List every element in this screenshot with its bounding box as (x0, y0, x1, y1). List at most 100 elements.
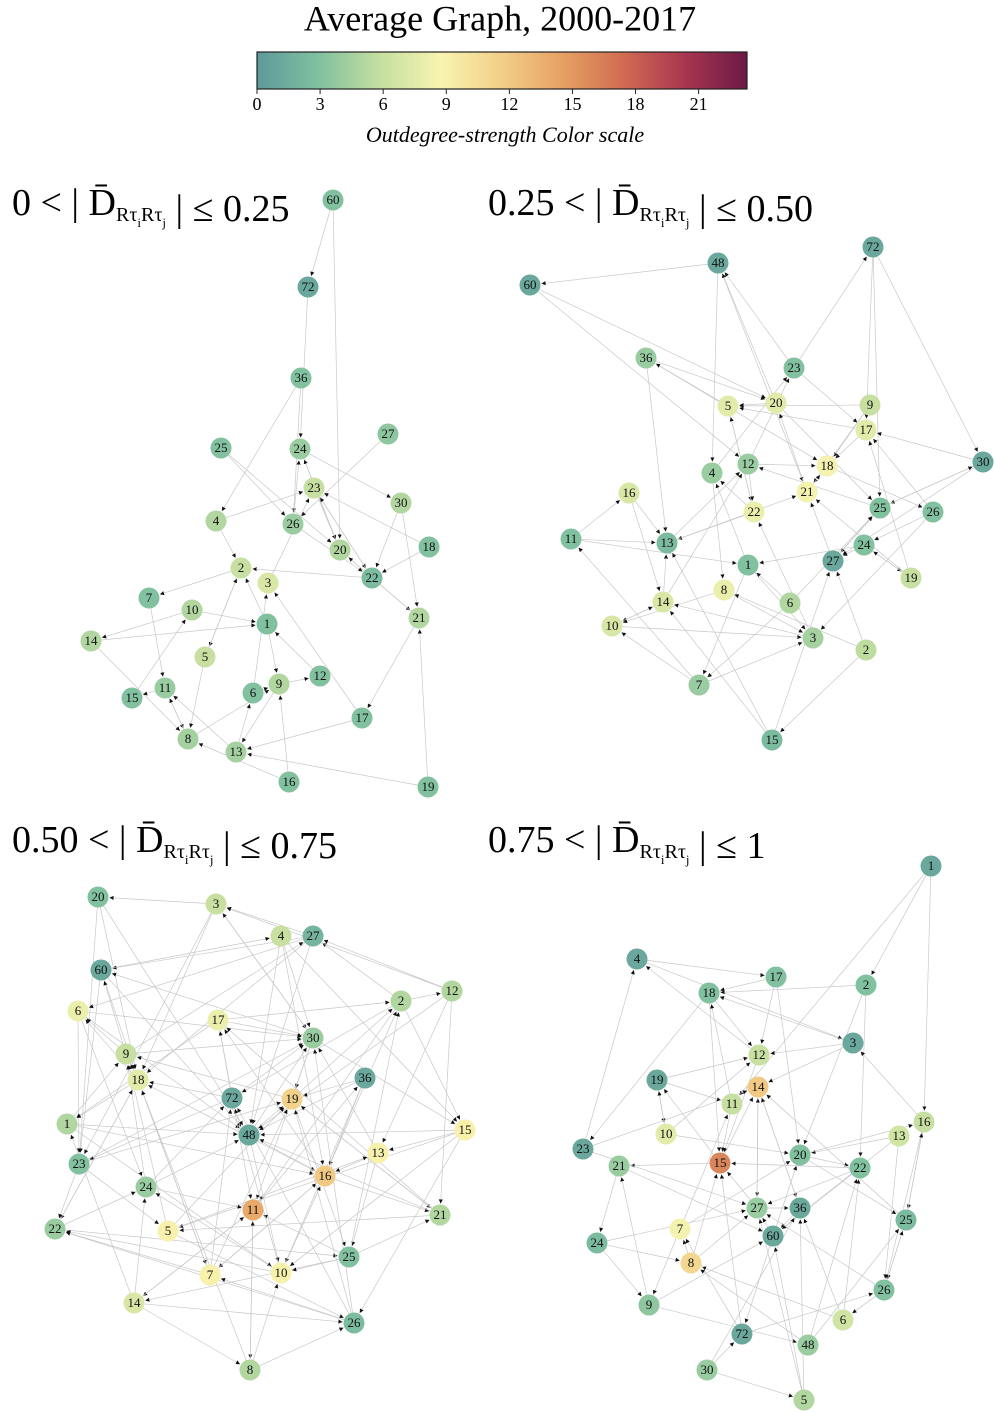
node (688, 674, 710, 696)
edge (647, 960, 765, 978)
edge (259, 1082, 356, 1131)
edge (877, 256, 979, 452)
edge (389, 1132, 455, 1152)
edge (289, 676, 309, 683)
colorbar-tick-label: 12 (500, 94, 518, 114)
node-label: 20 (92, 889, 105, 904)
edge (240, 1044, 304, 1093)
edge (247, 752, 418, 786)
edge (173, 695, 229, 746)
node (278, 771, 300, 793)
edge (873, 551, 903, 573)
edge (260, 1129, 455, 1137)
node-label: 13 (893, 1128, 906, 1143)
edge (103, 980, 124, 1045)
node-label: 24 (294, 441, 308, 456)
node-label: 60 (524, 277, 537, 292)
edge (145, 1258, 339, 1302)
title-part: j (685, 215, 690, 230)
node (855, 639, 877, 661)
edge (328, 1087, 362, 1166)
node-label: 22 (366, 570, 379, 585)
node-label: 30 (701, 1362, 714, 1377)
edge (810, 502, 830, 552)
title-part: | ≤ 0.25 (166, 188, 289, 230)
node-label: 19 (651, 1072, 664, 1087)
edge (674, 603, 803, 636)
title-part: D̄ (612, 182, 639, 224)
edge (669, 610, 766, 732)
node (154, 677, 176, 699)
edge (323, 939, 443, 988)
edge (318, 1047, 374, 1145)
node (418, 536, 440, 558)
node-label: 21 (613, 1158, 626, 1173)
node-label: 36 (640, 350, 654, 365)
node (737, 453, 759, 475)
node-label: 14 (128, 1295, 142, 1310)
node-label: 8 (185, 731, 192, 746)
node (713, 579, 735, 601)
edge (86, 1018, 119, 1048)
edge (142, 1216, 245, 1297)
node-label: 7 (696, 677, 703, 692)
edge (701, 1266, 834, 1317)
node-label: 15 (766, 732, 779, 747)
node-label: 19 (286, 1091, 299, 1106)
colorbar-tick-label: 9 (442, 94, 451, 114)
edge (813, 474, 821, 484)
edge (864, 257, 873, 419)
node (302, 1027, 324, 1049)
title-part: D̄ (89, 182, 116, 224)
edge (101, 623, 256, 641)
node (314, 1165, 336, 1187)
edge (282, 946, 325, 1165)
node-label: 4 (634, 951, 641, 966)
edge (221, 386, 296, 512)
edge (252, 567, 362, 578)
edge (756, 572, 783, 597)
edge (107, 977, 242, 1127)
edge (733, 594, 804, 633)
node (793, 1389, 815, 1411)
edge (721, 272, 804, 482)
node (696, 1359, 718, 1381)
node (67, 1000, 89, 1022)
node (731, 1323, 753, 1345)
edge (381, 551, 420, 573)
edge (758, 1219, 802, 1390)
node (361, 567, 383, 589)
edge (150, 608, 165, 677)
edge (780, 657, 859, 733)
node (289, 438, 311, 460)
edge (65, 1229, 338, 1258)
node-label: 30 (395, 495, 408, 510)
edge (411, 991, 441, 1000)
edge (177, 1156, 368, 1228)
edge (652, 1238, 677, 1295)
edge (731, 1161, 850, 1168)
edge (274, 631, 313, 669)
edge (808, 1160, 897, 1215)
edge (874, 516, 924, 541)
edge (734, 594, 857, 647)
node-label: 9 (276, 676, 283, 691)
node (519, 274, 541, 296)
title-part: 0.25 < | (488, 182, 612, 224)
edge (218, 1031, 231, 1088)
edge (58, 1173, 76, 1219)
edge (603, 1250, 642, 1297)
node-label: 14 (85, 633, 99, 648)
node (765, 966, 787, 988)
edge (672, 552, 768, 731)
edge (659, 1307, 797, 1344)
edge (292, 1259, 339, 1272)
node (802, 627, 824, 649)
panel-title: 0 < | D̄RτiRτj | ≤ 0.25 (12, 182, 290, 230)
edge (309, 453, 392, 498)
node-label: 16 (918, 1114, 932, 1129)
node-label: 17 (212, 1012, 226, 1027)
panel-title: 0.25 < | D̄RτiRτj | ≤ 0.50 (488, 182, 813, 230)
node-label: 6 (75, 1003, 82, 1018)
node-label: 23 (308, 480, 321, 495)
